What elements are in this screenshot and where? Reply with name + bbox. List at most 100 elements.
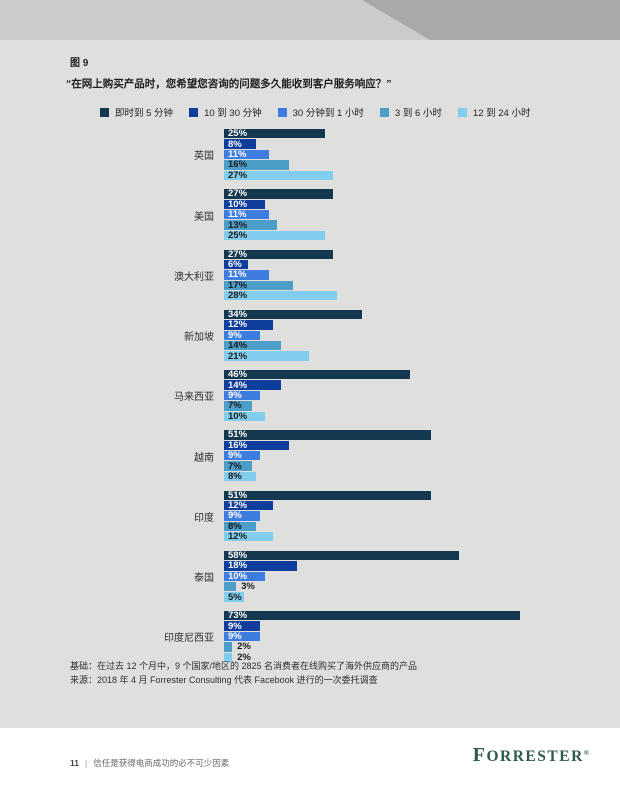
bar-value-label: 14% [228, 340, 248, 352]
legend-swatch [277, 107, 287, 117]
bar-value-label: 27% [228, 188, 248, 200]
top-decorative-band [0, 0, 620, 40]
bar-row: 27% [224, 248, 337, 260]
footnote-source: 来源：2018 年 4 月 Forrester Consulting 代表 Fa… [70, 674, 378, 685]
footnote-base: 基础：在过去 12 个月中，9 个国家/地区的 2825 名消费者在线购买了海外… [70, 661, 418, 671]
legend-label: 即时到 5 分钟 [115, 108, 174, 119]
bar [224, 642, 233, 652]
bar: 9% [224, 630, 261, 642]
bar: 16% [224, 159, 289, 171]
bar-row: 10% [224, 412, 410, 421]
bar-stack: 27% 10% 11% 13% 25% [224, 188, 334, 241]
bar: 7% [224, 400, 253, 412]
bar-value-label: 16% [228, 439, 248, 451]
content-area: 图 9 “在网上购买产品时，您希望您咨询的问题多久能收到客户服务响应？” 即时到… [0, 40, 620, 728]
bar: 21% [224, 351, 310, 361]
bar-row: 73% [224, 611, 520, 620]
bar: 11% [224, 210, 269, 219]
legend-label: 3 到 6 小时 [394, 108, 442, 119]
bar-row: 34% [224, 310, 362, 319]
bar-value-label: 34% [228, 308, 248, 320]
bar-value-label: 16% [228, 159, 248, 171]
bar-row: 14% [224, 379, 410, 391]
bar-value-label: 51% [228, 489, 248, 501]
bar: 8% [224, 139, 257, 149]
bar-row: 13% [224, 220, 333, 230]
bar-row: 27% [224, 171, 334, 180]
bar: 18% [224, 560, 297, 572]
bar-value-label: 10% [228, 410, 248, 422]
bar: 7% [224, 460, 253, 472]
bar: 27% [224, 188, 334, 200]
chart-group: 英国 25% 8% 11% 16% 27% [70, 129, 520, 181]
bar: 73% [224, 611, 520, 620]
bar-stack: 51% 12% 9% 8% 12% [224, 489, 431, 543]
bar-row: 17% [224, 281, 337, 290]
diagonal-shape [362, 0, 620, 40]
registered-trademark-icon: ® [583, 748, 589, 757]
bar-row: 9% [224, 451, 431, 460]
category-label: 印度尼西亚 [164, 633, 214, 645]
bar-value-label: 25% [228, 230, 248, 241]
bar-row: 10% [224, 571, 459, 581]
bar-value-label: 12% [228, 531, 248, 543]
bar-row: 8% [224, 139, 333, 149]
bar-stack: 46% 14% 9% 7% 10% [224, 369, 411, 422]
category-label: 泰国 [194, 573, 214, 585]
bar-value-label: 7% [228, 460, 242, 472]
bar-stack: 25% 8% 11% 16% 27% [224, 129, 334, 181]
bar: 8% [224, 522, 257, 531]
bar: 27% [224, 171, 334, 180]
bar-value-label: 27% [228, 248, 248, 260]
legend-label: 30 分钟到 1 小时 [292, 108, 364, 119]
bar-row: 9% [224, 621, 520, 631]
chart-group: 越南 51% 16% 9% 7% 8% [70, 430, 520, 482]
bar: 10% [224, 200, 265, 209]
footer-title: 信任是获得电商成功的必不可少因素 [93, 758, 230, 768]
bar-row: 46% [224, 369, 411, 381]
figure-label: 图 9 [70, 58, 89, 69]
bar-value-label: 46% [228, 369, 248, 381]
category-label: 美国 [194, 211, 214, 223]
bar-value-label: 8% [228, 471, 242, 482]
bar-row: 21% [224, 351, 362, 361]
bar: 51% [224, 489, 431, 501]
legend-item: 30 分钟到 1 小时 [277, 105, 364, 119]
chart-legend: 即时到 5 分钟 10 到 30 分钟 30 分钟到 1 小时 3 到 6 小时 12 … [100, 105, 530, 119]
bar [224, 652, 233, 662]
category-label: 新加坡 [184, 332, 214, 344]
bar-value-label: 5% [228, 591, 242, 603]
bar-row: 12% [224, 320, 362, 330]
bar-value-label: 18% [228, 560, 248, 572]
bar: 25% [224, 128, 326, 140]
footer-separator: | [85, 758, 88, 768]
bar-stack: 73% 9% 9% 2% 2% [224, 611, 520, 663]
category-label: 英国 [194, 151, 214, 163]
chart-group: 新加坡 34% 12% 9% 14% 21% [70, 310, 520, 362]
bar-value-label: 9% [228, 630, 242, 642]
bar-row: 10% [224, 200, 333, 209]
legend-item: 3 到 6 小时 [379, 105, 442, 119]
chart-group: 澳大利亚 27% 6% 11% 17% 28% [70, 248, 520, 302]
bar-stack: 27% 6% 11% 17% 28% [224, 248, 338, 302]
category-label: 马来西亚 [174, 392, 214, 404]
bar: 46% [224, 369, 411, 381]
bar-value-label: 7% [228, 400, 242, 412]
bar-row: 18% [224, 560, 459, 572]
legend-item: 12 到 24 小时 [457, 105, 530, 119]
bar-row: 25% [224, 129, 333, 138]
bar-value-label: 14% [228, 379, 248, 391]
bar: 11% [224, 150, 269, 159]
bar-value-label: 6% [228, 259, 242, 271]
bar-row: 12% [224, 531, 431, 543]
legend-swatch [457, 107, 467, 117]
legend-label: 10 到 30 分钟 [204, 108, 262, 119]
bar: 27% [224, 248, 334, 260]
bar: 11% [224, 270, 269, 280]
bar: 14% [224, 341, 281, 350]
bar-value-label: 25% [228, 128, 248, 140]
chart-group: 印度 51% 12% 9% 8% 12% [70, 489, 520, 543]
bar-value-label: 2% [237, 651, 251, 663]
bar: 9% [224, 621, 261, 631]
